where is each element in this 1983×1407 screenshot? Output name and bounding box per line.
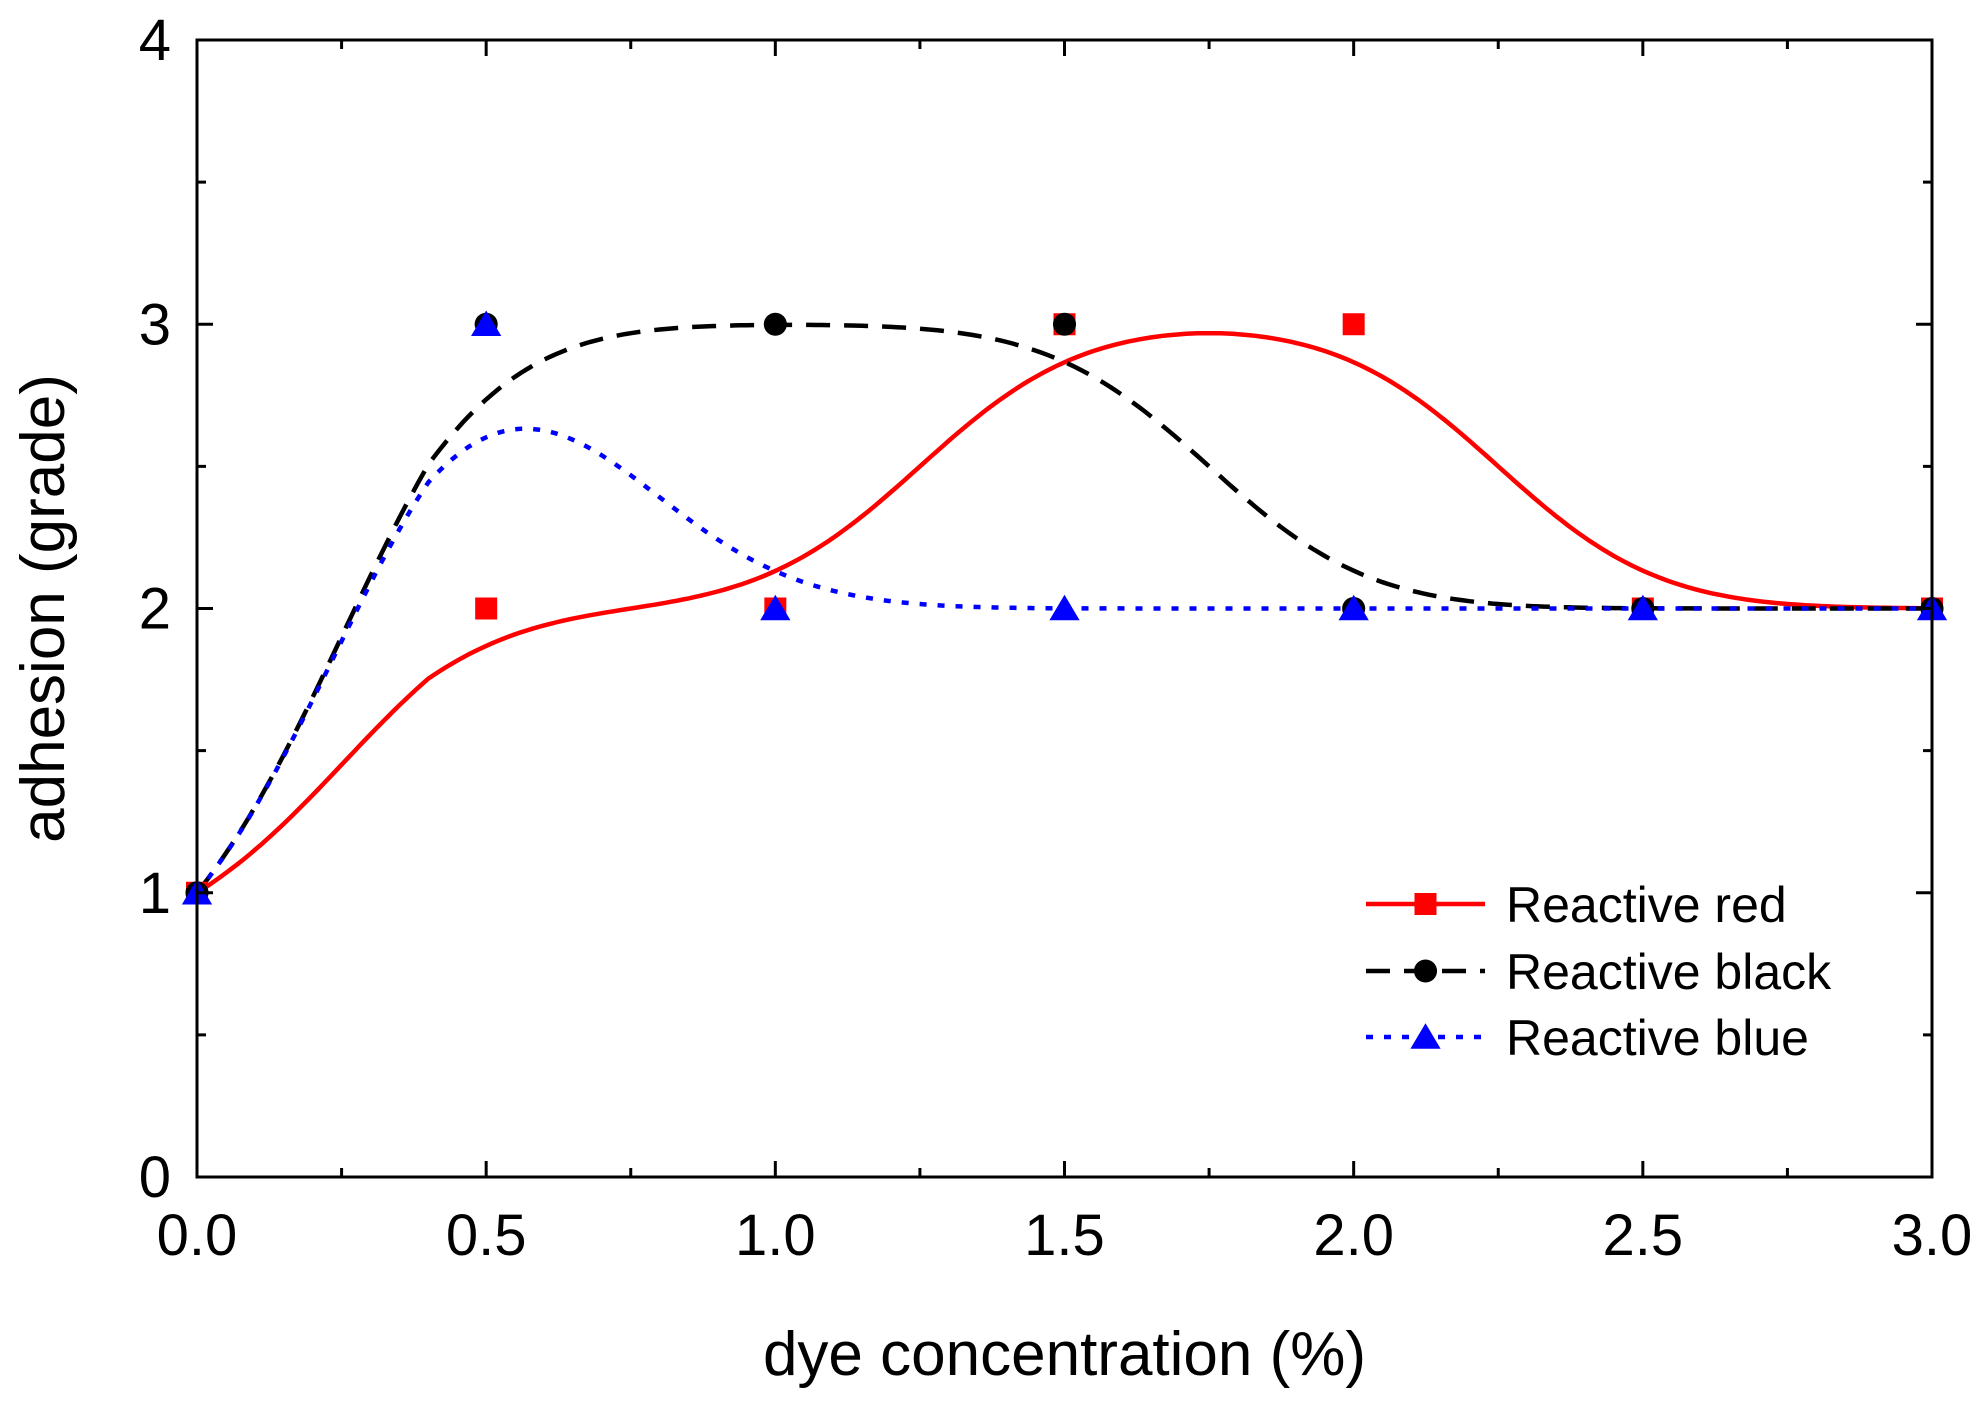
ticks-layer [195, 38, 1934, 1179]
legend-marker-reactive-red [1414, 893, 1437, 915]
data-point-reactive-blue [760, 594, 791, 621]
y-tick-label: 1 [139, 861, 171, 926]
y-tick-label: 4 [139, 8, 171, 73]
series-line-reactive-red [195, 330, 1932, 895]
x-tick-label: 2.0 [1313, 1203, 1394, 1268]
legend-marker-reactive-blue [1410, 1023, 1441, 1049]
x-tick-label: 3.0 [1892, 1203, 1973, 1268]
data-point-reactive-red [475, 597, 498, 620]
data-point-reactive-red [1342, 313, 1365, 336]
data-point-reactive-blue [1627, 594, 1658, 621]
legend-marker-reactive-black [1413, 959, 1438, 983]
legend-label-reactive-black: Reactive black [1506, 944, 1832, 1000]
data-point-reactive-blue [471, 310, 502, 336]
data-point-reactive-blue [1338, 594, 1369, 621]
y-tick-label: 0 [139, 1145, 171, 1210]
legend-label-reactive-blue: Reactive blue [1506, 1010, 1809, 1066]
x-tick-label: 2.5 [1603, 1203, 1684, 1268]
y-tick-label: 2 [139, 577, 171, 642]
x-tick-label: 0.0 [157, 1203, 238, 1268]
y-tick-label: 3 [139, 292, 171, 357]
legend: Reactive red Reactive black Reactive blue [1366, 877, 1832, 1066]
data-point-reactive-black [1052, 312, 1077, 336]
x-tick-label: 0.5 [446, 1203, 527, 1268]
x-tick-label: 1.5 [1024, 1203, 1105, 1268]
x-axis-title: dye concentration (%) [763, 1320, 1366, 1389]
x-tick-label: 1.0 [735, 1203, 816, 1268]
data-point-reactive-blue [1049, 594, 1080, 621]
tick-labels-layer: 0.0 0.5 1.0 1.5 2.0 2.5 3.0 0 1 2 3 4 [139, 8, 1973, 1268]
y-axis-title: adhesion (grade) [9, 374, 78, 843]
data-point-reactive-black [763, 312, 787, 336]
legend-label-reactive-red: Reactive red [1506, 877, 1787, 933]
